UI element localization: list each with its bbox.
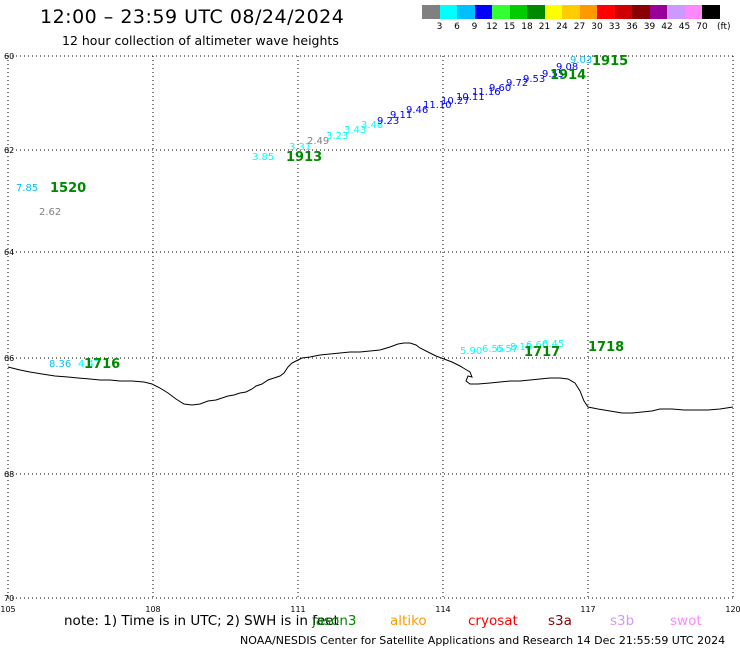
wave-height-value: 10.27 — [441, 96, 470, 107]
wave-height-value: 3.23 — [326, 131, 348, 142]
longitude-label: 108 — [145, 605, 160, 614]
pass-time-label: 1716 — [84, 357, 120, 372]
latitude-label: 68 — [4, 470, 14, 479]
wave-height-value: 8.18 — [510, 342, 532, 353]
longitude-label: 111 — [290, 605, 305, 614]
wave-height-value: 4.47 — [78, 359, 100, 370]
legend-unit-label: (ft) — [717, 22, 731, 32]
footnote: note: 1) Time is in UTC; 2) SWH is in fe… — [64, 613, 339, 629]
wave-height-value: 6.57 — [496, 344, 518, 355]
legend-label: 39 — [643, 22, 656, 32]
legend-swatch — [597, 5, 615, 19]
wave-height-value: 7.85 — [16, 183, 38, 194]
latitude-label: 60 — [4, 52, 14, 61]
pass-time-label: 1915 — [592, 54, 628, 69]
satellite-name: s3b — [610, 613, 635, 629]
wave-height-value: 6.55 — [482, 344, 504, 355]
longitude-label: 117 — [580, 605, 595, 614]
latitude-label: 66 — [4, 354, 14, 363]
credit-line: NOAA/NESDIS Center for Satellite Applica… — [240, 634, 726, 647]
wave-height-value: 9.03 — [570, 55, 592, 66]
wave-height-value: 9.23 — [377, 116, 399, 127]
wave-height-value: 3.31 — [289, 142, 311, 153]
coastline — [7, 342, 734, 414]
satellite-name: swot — [670, 613, 702, 629]
satellite-name: cryosat — [468, 613, 518, 629]
legend-swatch — [667, 5, 685, 19]
legend-label: 9 — [471, 22, 478, 32]
map-title: 12:00 – 23:59 UTC 08/24/2024 — [40, 6, 345, 28]
legend-label: 3 — [436, 22, 443, 32]
wave-height-value: 8.36 — [49, 359, 71, 370]
satellite-pass-labels: 1520 1913 1914 1915 1716 1717 1718 — [50, 54, 628, 372]
legend-swatch — [457, 5, 475, 19]
legend-label: 30 — [591, 22, 603, 32]
latitude-label: 64 — [4, 248, 14, 257]
wave-height-color-legend — [422, 5, 720, 19]
wave-height-value: 9.72 — [506, 78, 528, 89]
wave-height-value: 5.90 — [460, 346, 482, 357]
wave-height-value: 9.11 — [390, 110, 412, 121]
legend-label: 18 — [521, 22, 533, 32]
legend-swatch — [439, 5, 457, 19]
latitude-label: 62 — [4, 146, 14, 155]
legend-swatch — [649, 5, 667, 19]
legend-swatch — [492, 5, 510, 19]
legend-swatch — [509, 5, 527, 19]
legend-swatch — [632, 5, 650, 19]
wave-height-value: 9.55 — [542, 69, 564, 80]
legend-label: 6 — [454, 22, 460, 32]
pass-time-label: 1913 — [286, 150, 322, 165]
lat-lon-grid: 60 62 64 66 68 70 105 108 111 114 117 120 — [0, 52, 740, 614]
legend-swatch — [562, 5, 580, 19]
legend-label: 21 — [538, 22, 551, 32]
pass-time-label: 1914 — [550, 68, 586, 83]
satellite-name: s3a — [548, 613, 572, 629]
longitude-label: 120 — [725, 605, 740, 614]
wave-height-value: 11.10 — [423, 100, 452, 111]
legend-swatch — [474, 5, 492, 19]
wave-height-value: 9.53 — [523, 74, 545, 85]
legend-label: 27 — [573, 22, 586, 32]
wave-height-value: 2.49 — [307, 136, 329, 147]
wave-height-value: 11.16 — [472, 87, 501, 98]
wave-height-value: 9.60 — [489, 83, 511, 94]
legend-swatch — [422, 5, 440, 19]
wave-height-value: 9.08 — [556, 62, 578, 73]
legend-swatch — [579, 5, 597, 19]
legend-label: 42 — [661, 22, 673, 32]
legend-tick-labels: 3 6 9 12 15 18 21 24 27 30 33 36 39 42 45 70 — [422, 22, 711, 32]
legend-swatch — [544, 5, 562, 19]
legend-label: 70 — [696, 22, 708, 32]
wave-height-value: 6.45 — [542, 339, 564, 350]
wave-height-value: 3.48 — [361, 120, 383, 131]
wave-height-value: 3.85 — [252, 152, 274, 163]
legend-label: 24 — [556, 22, 568, 32]
latitude-label: 70 — [4, 594, 14, 603]
satellite-name: jason3 — [312, 613, 357, 629]
map-subtitle: 12 hour collection of altimeter wave hei… — [62, 33, 339, 48]
legend-label: 12 — [486, 22, 498, 32]
pass-time-label: 1520 — [50, 181, 86, 196]
pass-time-label: 1717 — [524, 345, 560, 360]
legend-label: 15 — [503, 22, 516, 32]
legend-swatch — [527, 5, 545, 19]
wave-height-value: 10.11 — [456, 92, 485, 103]
legend-label: 36 — [626, 22, 638, 32]
pass-time-label: 1718 — [588, 340, 624, 355]
altimeter-observations: 7.85 2.62 3.85 3.312.493.233.433.489.239.11… — [16, 55, 592, 370]
legend-swatch — [702, 5, 720, 19]
satellite-name: altiko — [390, 613, 427, 629]
wave-height-value: 3.43 — [344, 125, 366, 136]
wave-height-value: 2.62 — [39, 207, 61, 218]
legend-swatch — [614, 5, 632, 19]
longitude-label: 105 — [0, 605, 15, 614]
legend-swatch — [684, 5, 702, 19]
longitude-label: 114 — [435, 605, 450, 614]
legend-label: 45 — [678, 22, 691, 32]
wave-height-value: 9.46 — [406, 105, 428, 116]
wave-height-value: 6.60 — [526, 340, 548, 351]
legend-label: 33 — [608, 22, 621, 32]
